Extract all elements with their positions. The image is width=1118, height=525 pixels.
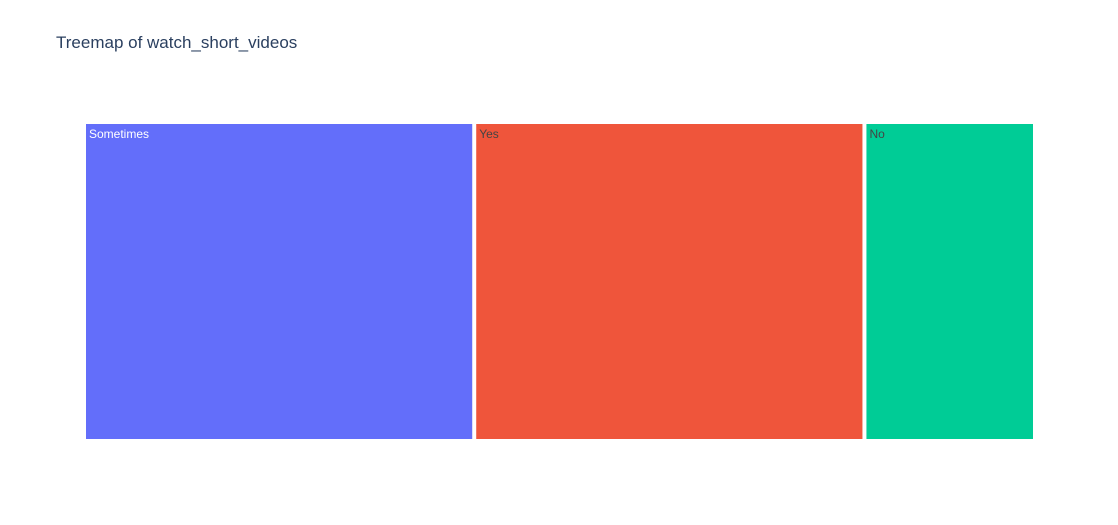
treemap-tile-rect-yes[interactable] <box>476 124 863 439</box>
treemap-tile-no[interactable]: No <box>866 124 1033 439</box>
treemap-tile-label-sometimes: Sometimes <box>89 127 149 141</box>
treemap-tile-rect-sometimes[interactable] <box>86 124 473 439</box>
treemap-tile-yes[interactable]: Yes <box>476 124 863 439</box>
chart-title: Treemap of watch_short_videos <box>56 33 298 52</box>
treemap-tile-sometimes[interactable]: Sometimes <box>86 124 473 439</box>
treemap-tile-rect-no[interactable] <box>866 124 1033 439</box>
treemap-tile-label-yes: Yes <box>479 127 499 141</box>
treemap-tile-label-no: No <box>869 127 885 141</box>
